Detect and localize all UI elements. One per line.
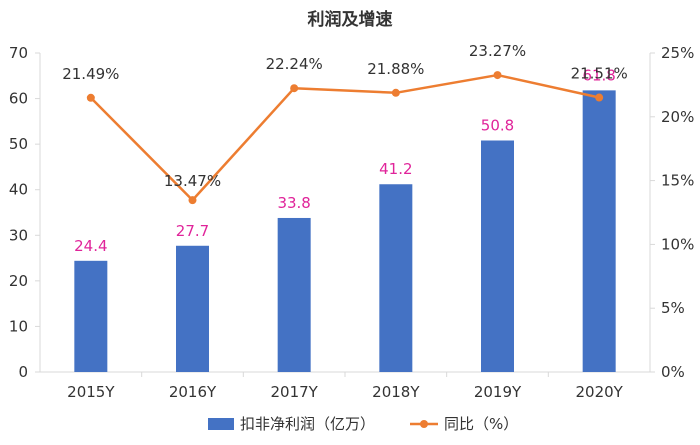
growth-point-2020Y [595, 93, 604, 102]
bar-value-label: 41.2 [379, 160, 412, 178]
growth-line [86, 71, 604, 205]
growth-point-2018Y [391, 88, 400, 97]
y-right-tick-label: 25% [661, 44, 694, 62]
bar-2015Y [74, 260, 108, 372]
growth-value-label: 22.24% [266, 55, 323, 73]
x-tick-label: 2019Y [474, 383, 522, 401]
data-labels: 24.4 27.7 33.8 41.2 50.8 61.8 21.49% 13.47% 22.2… [62, 42, 628, 255]
legend-bar-label: 扣非净利润（亿万） [240, 415, 375, 433]
chart-title: 利润及增速 [308, 9, 393, 30]
y-left-tick-label: 0 [18, 363, 28, 381]
bar-value-label: 24.4 [74, 237, 107, 255]
growth-point-2017Y [290, 84, 299, 93]
legend: 扣非净利润（亿万） 同比（%） [208, 415, 518, 433]
legend-line-marker [420, 420, 428, 428]
growth-polyline [89, 73, 600, 202]
y-left-tick-label: 70 [9, 44, 28, 62]
axes: 0 10 20 30 40 50 60 70 0% 5% 10% 15% 20% 25% 2015Y 2016… [9, 44, 694, 401]
growth-value-label: 23.27% [469, 42, 526, 60]
y-right-tick-label: 0% [661, 363, 685, 381]
bar-value-label: 50.8 [481, 116, 514, 134]
growth-value-label: 21.51% [571, 65, 628, 83]
growth-point-2015Y [86, 93, 95, 102]
y-left-tick-label: 10 [9, 317, 28, 335]
y-left-tick-label: 30 [9, 226, 28, 244]
x-tick-label: 2018Y [372, 383, 420, 401]
growth-value-label: 13.47% [164, 172, 221, 190]
growth-point-2019Y [493, 71, 502, 80]
x-tick-label: 2016Y [169, 383, 217, 401]
legend-bar-swatch [208, 418, 234, 430]
y-right-tick-label: 5% [661, 299, 685, 317]
bar-value-label: 61.8 [582, 66, 615, 84]
bar-value-label: 33.8 [277, 194, 310, 212]
y-right-tick-label: 20% [661, 108, 694, 126]
bars [74, 90, 616, 373]
x-tick-label: 2017Y [270, 383, 318, 401]
y-left-tick-label: 20 [9, 272, 28, 290]
x-tick-label: 2015Y [67, 383, 115, 401]
x-tick-label: 2020Y [575, 383, 623, 401]
bar-2020Y [582, 90, 616, 373]
bar-2019Y [481, 140, 514, 372]
bar-2018Y [379, 184, 413, 372]
bar-2016Y [176, 245, 209, 372]
growth-value-label: 21.88% [367, 60, 424, 78]
growth-point-2016Y [188, 196, 197, 205]
legend-line-label: 同比（%） [444, 415, 518, 433]
y-left-tick-label: 50 [9, 135, 28, 153]
bar-2017Y [277, 217, 311, 372]
y-right-tick-label: 10% [661, 235, 694, 253]
bar-value-label: 27.7 [176, 222, 209, 240]
y-left-tick-label: 60 [9, 90, 28, 108]
y-right-tick-label: 15% [661, 172, 694, 190]
growth-value-label: 21.49% [62, 65, 119, 83]
y-left-tick-label: 40 [9, 181, 28, 199]
